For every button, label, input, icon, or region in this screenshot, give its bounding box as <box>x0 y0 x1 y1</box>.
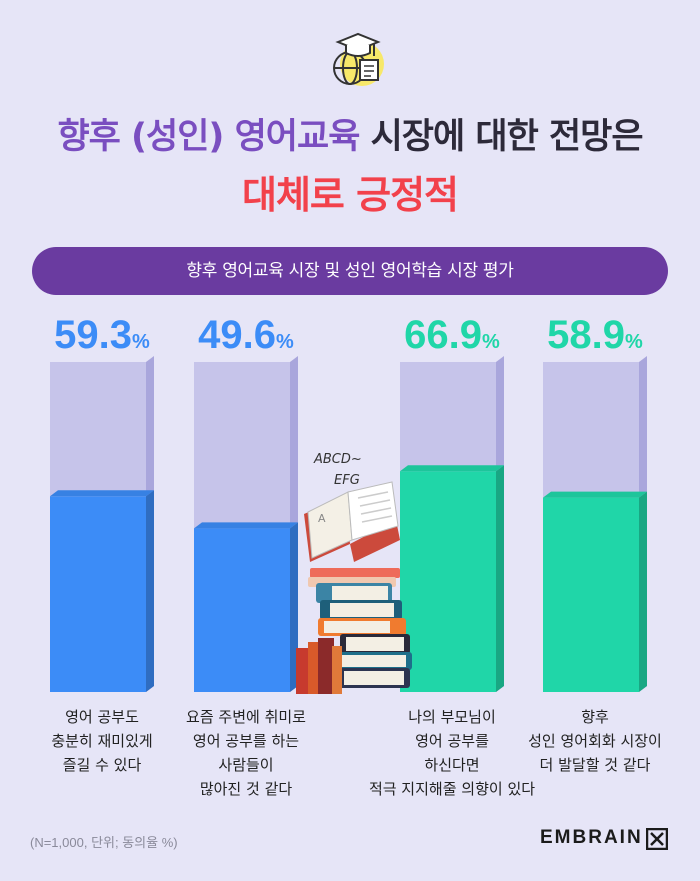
category-label: 영어 공부도 <box>65 708 139 726</box>
bar-side <box>146 490 154 692</box>
value-number: 59.3 <box>54 313 132 357</box>
bar-top <box>543 491 647 498</box>
category-label: 하신다면 <box>424 756 479 774</box>
category-label: 요즘 주변에 취미로 <box>186 708 306 726</box>
book-text-2: EFG <box>334 473 360 488</box>
category-label: 많아진 것 같다 <box>200 780 293 798</box>
value-label: 58.9% <box>547 313 643 357</box>
book-text-1: ABCD~ <box>313 452 362 467</box>
category-label: 즐길 수 있다 <box>63 756 142 774</box>
value-number: 58.9 <box>547 313 625 357</box>
bar <box>400 471 496 692</box>
category-label: 영어 공부를 하는 <box>193 732 299 750</box>
category-label: 향후 <box>581 708 609 726</box>
bar-top <box>194 522 298 529</box>
bar <box>543 497 639 692</box>
value-label: 49.6% <box>198 313 294 357</box>
category-label: 더 발달할 것 같다 <box>540 756 651 774</box>
category-label: 나의 부모님이 <box>408 708 496 726</box>
category-label: 충분히 재미있게 <box>51 732 152 750</box>
title-highlight: 향후 (성인) 영어교육 <box>57 117 360 157</box>
bar-side <box>639 491 647 692</box>
value-unit: % <box>276 331 294 353</box>
value-unit: % <box>132 331 150 353</box>
brand-mark-icon <box>646 828 668 850</box>
book-stack-illustration: ABCD~ EFG A <box>296 452 412 694</box>
value-number: 66.9 <box>404 313 482 357</box>
value-number: 49.6 <box>198 313 276 357</box>
value-unit: % <box>482 331 500 353</box>
bar <box>50 496 146 692</box>
bar <box>194 528 290 692</box>
value-label: 59.3% <box>54 313 150 357</box>
bar-top <box>400 465 504 472</box>
graduation-globe-icon <box>333 32 384 86</box>
bar-side <box>496 465 504 692</box>
footnote: (N=1,000, 단위; 동의율 %) <box>30 835 178 850</box>
category-label: 성인 영어회화 시장이 <box>528 732 662 750</box>
book-page-letter: A <box>318 512 326 525</box>
category-label: 사람들이 <box>218 756 273 774</box>
category-label: 영어 공부를 <box>415 732 489 750</box>
brand-logo: EMBRAIN <box>540 827 643 848</box>
title-rest: 시장에 대한 전망은 <box>359 117 644 157</box>
page-title-line2: 대체로 긍정적 <box>242 173 459 217</box>
chart-subtitle: 향후 영어교육 시장 및 성인 영어학습 시장 평가 <box>32 247 668 295</box>
page-title-line1: 향후 (성인) 영어교육 시장에 대한 전망은 <box>0 108 700 159</box>
value-label: 66.9% <box>404 313 500 357</box>
category-label: 적극 지지해줄 의향이 있다 <box>369 780 535 798</box>
bar-top <box>50 490 154 497</box>
value-unit: % <box>625 331 643 353</box>
